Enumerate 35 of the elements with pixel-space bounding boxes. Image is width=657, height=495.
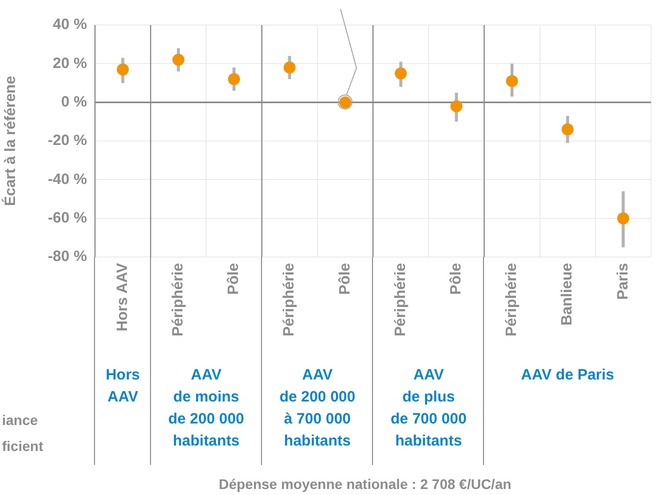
y-axis-title: Écart à la référene — [1, 76, 20, 206]
point — [228, 73, 240, 86]
point — [394, 67, 407, 80]
x-tick-label: Périphérie — [392, 263, 409, 336]
point — [450, 100, 462, 112]
point — [116, 63, 129, 76]
y-tick-label: 0 % — [61, 93, 87, 110]
text: Hors AAV — [106, 366, 140, 406]
y-tick-label: -80 % — [48, 248, 87, 266]
text: AAV de Paris — [521, 366, 614, 384]
x-tick-label: Banlieue — [558, 263, 576, 326]
x-tick-label: Pôle — [448, 263, 465, 295]
x-tick-label: Pôle — [336, 263, 354, 295]
x-tick-label: Périphérie — [280, 263, 298, 336]
x-tick-label: Périphérie — [170, 263, 187, 336]
point — [562, 123, 574, 136]
y-tick-label: 40 % — [52, 16, 87, 34]
y-tick-label: -60 % — [48, 209, 87, 226]
y-tick-label: 20 % — [52, 54, 87, 72]
text: Dépense moyenne nationale : 2 708 €/UC/an — [218, 476, 512, 492]
text: AAV de plus de 700 000 habitants — [390, 366, 467, 450]
x-tick-label: Pôle — [225, 263, 242, 295]
text: AAV de moins de 200 000 habitants — [168, 366, 244, 450]
y-tick-label: -20 % — [48, 132, 87, 150]
text: AAV de 200 000 à 700 000 habitants — [279, 366, 356, 450]
text: ficient — [2, 438, 44, 454]
text: iance — [2, 412, 38, 428]
point — [284, 62, 296, 74]
x-tick-label: Paris — [614, 263, 632, 300]
x-tick-label: Hors AAV — [114, 263, 131, 332]
point — [172, 54, 184, 66]
point — [506, 75, 518, 88]
point — [617, 212, 630, 224]
x-tick-label: Périphérie — [503, 263, 520, 336]
y-tick-label: -40 % — [48, 170, 87, 188]
